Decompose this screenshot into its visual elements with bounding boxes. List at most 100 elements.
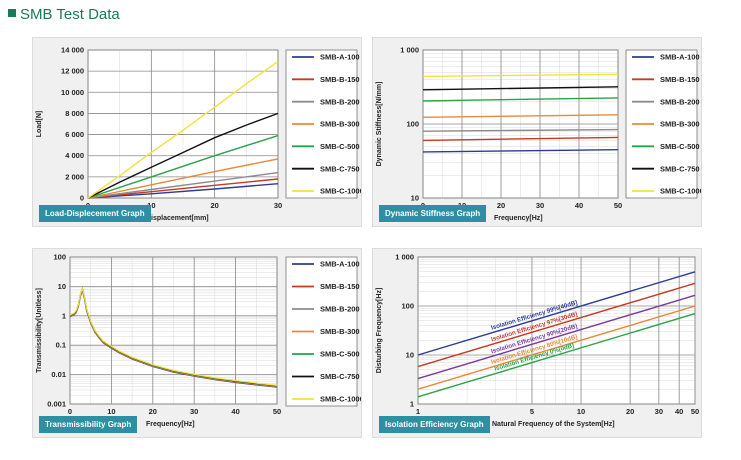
transmissibility-chart: 0.001 0.01 0.1 1 10 100 0 10 20 30 40 50 Frequency[H…	[36, 253, 361, 429]
x-tick-label: 30	[655, 407, 663, 416]
legend-label-smb-c-500: SMB-C-500	[320, 142, 360, 151]
legend-label-smb-b-150: SMB-B-150	[320, 75, 360, 84]
x-tick-label: 10	[147, 201, 155, 210]
y-axis-label: Load[N]	[36, 111, 43, 137]
isolation-efficiency-panel: 1 10 100 1 000 1 5 10 20 30 40 50 Natural Frequency…	[372, 248, 702, 438]
legend-label-smb-c-1000: SMB-C-1000	[320, 395, 361, 404]
y-tick-label: 2 000	[65, 172, 84, 181]
series-line-smb-c-1000	[87, 61, 279, 199]
y-tick-label: 10	[58, 282, 66, 291]
legend-label-smb-c-750: SMB-C-750	[320, 164, 360, 173]
y-tick-label: 100	[401, 302, 414, 311]
y-tick-label: 1	[62, 311, 66, 320]
x-tick-label: 20	[497, 201, 505, 210]
y-tick-label: 0.01	[51, 370, 66, 379]
y-tick-label: 10	[406, 351, 414, 360]
dynamic-stiffness-tag: Dynamic Stiffness Graph	[379, 205, 487, 222]
legend-label-smb-a-100: SMB-A-100	[660, 53, 700, 62]
series-line-smb-c-500	[422, 97, 619, 102]
x-axis-label: Displacement[mm]	[146, 215, 209, 222]
x-tick-label: 30	[190, 407, 198, 416]
y-tick-label: 14 000	[61, 46, 84, 55]
y-tick-label: 10 000	[61, 88, 84, 97]
y-axis-label: Dynamic Stiffness[N/mm]	[376, 82, 383, 167]
series-line-smb-c-1000	[69, 286, 278, 386]
series-line-isolation-efficiency-90-20db	[417, 294, 696, 380]
page-title-text: SMB Test Data	[20, 6, 120, 23]
x-tick-label: 20	[149, 407, 157, 416]
x-tick-label: 40	[575, 201, 583, 210]
series-line-smb-c-750	[87, 112, 279, 199]
legend-label-smb-c-1000: SMB-C-1000	[320, 187, 361, 196]
series-line-smb-a-100	[422, 149, 619, 153]
series-line-isolation-efficiency-99-40db	[417, 271, 696, 356]
x-axis-label: Frequency[Hz]	[146, 421, 195, 428]
y-tick-label: 12 000	[61, 67, 84, 76]
x-tick-label: 20	[210, 201, 218, 210]
x-tick-label: 40	[231, 407, 239, 416]
y-tick-label: 6 000	[65, 130, 84, 139]
legend-label-smb-b-200: SMB-B-200	[320, 97, 360, 106]
legend-label-smb-b-300: SMB-B-300	[320, 327, 360, 336]
y-tick-label: 10	[411, 194, 419, 203]
legend-label-smb-b-150: SMB-B-150	[320, 282, 360, 291]
y-tick-label: 1 000	[400, 46, 419, 55]
series-line-smb-b-200	[87, 171, 279, 199]
x-tick-label: 5	[530, 407, 534, 416]
y-tick-label: 1 000	[395, 253, 414, 262]
y-tick-label: 0	[80, 194, 84, 203]
series-line-smb-b-150	[422, 136, 619, 142]
load-displacement-tag: Load-Displecement Graph	[39, 205, 151, 222]
y-tick-label: 0.001	[47, 400, 66, 409]
legend-label-smb-a-100: SMB-A-100	[320, 53, 360, 62]
series-line-isolation-efficiency-0-0db	[417, 312, 696, 398]
transmissibility-panel: 0.001 0.01 0.1 1 10 100 0 10 20 30 40 50 Frequency[H…	[32, 248, 362, 438]
legend-label-smb-c-500: SMB-C-500	[660, 142, 700, 151]
series-line-smb-c-500	[87, 134, 279, 199]
x-tick-label: 1	[416, 407, 420, 416]
series-line-smb-b-300	[87, 158, 279, 199]
legend-label-smb-c-750: SMB-C-750	[320, 372, 360, 381]
legend-label-smb-b-300: SMB-B-300	[660, 120, 700, 129]
x-tick-label: 30	[274, 201, 282, 210]
x-tick-label: 50	[691, 407, 699, 416]
legend-label-smb-c-750: SMB-C-750	[660, 164, 700, 173]
series-line-isolation-efficiency-97-30db	[417, 282, 696, 368]
legend-label-smb-c-1000: SMB-C-1000	[660, 187, 701, 196]
isolation-efficiency-chart: 1 10 100 1 000 1 5 10 20 30 40 50 Natural Frequency…	[376, 253, 699, 429]
x-axis-label: Frequency[Hz]	[494, 215, 543, 222]
y-tick-label: 0.1	[56, 341, 66, 350]
x-tick-label: 0	[68, 407, 72, 416]
x-tick-label: 50	[614, 201, 622, 210]
page-title: SMB Test Data	[8, 6, 120, 23]
y-tick-label: 8 000	[65, 109, 84, 118]
x-tick-label: 20	[626, 407, 634, 416]
x-tick-label: 10	[107, 407, 115, 416]
legend-label-smb-b-200: SMB-B-200	[660, 97, 700, 106]
series-line-smb-c-750	[422, 86, 619, 91]
legend-label-smb-b-300: SMB-B-300	[320, 120, 360, 129]
y-tick-label: 100	[53, 253, 66, 262]
y-tick-label: 100	[406, 120, 419, 129]
series-line-smb-c-1000	[422, 73, 619, 78]
y-tick-label: 1	[410, 400, 414, 409]
legend-label-smb-b-150: SMB-B-150	[660, 75, 700, 84]
x-tick-label: 50	[273, 407, 281, 416]
series-line-smb-b-300	[422, 114, 619, 118]
y-axis-label: Transmissibility[Unitless]	[36, 288, 43, 373]
series-line-smb-b-150	[87, 178, 279, 199]
series-line-isolation-efficiency-80-10db	[417, 305, 696, 390]
series-line-smb-a-100	[87, 183, 279, 199]
legend-label-smb-c-500: SMB-C-500	[320, 350, 360, 359]
plot-area	[417, 256, 696, 405]
x-tick-label: 40	[675, 407, 683, 416]
legend-label-smb-a-100: SMB-A-100	[320, 260, 360, 269]
y-axis-label: Disturbing Frequency[Hz]	[376, 288, 383, 374]
x-axis-label: Natural Frequency of the System[Hz]	[492, 421, 615, 428]
y-tick-label: 4 000	[65, 151, 84, 160]
series-line-smb-b-200	[422, 128, 619, 132]
